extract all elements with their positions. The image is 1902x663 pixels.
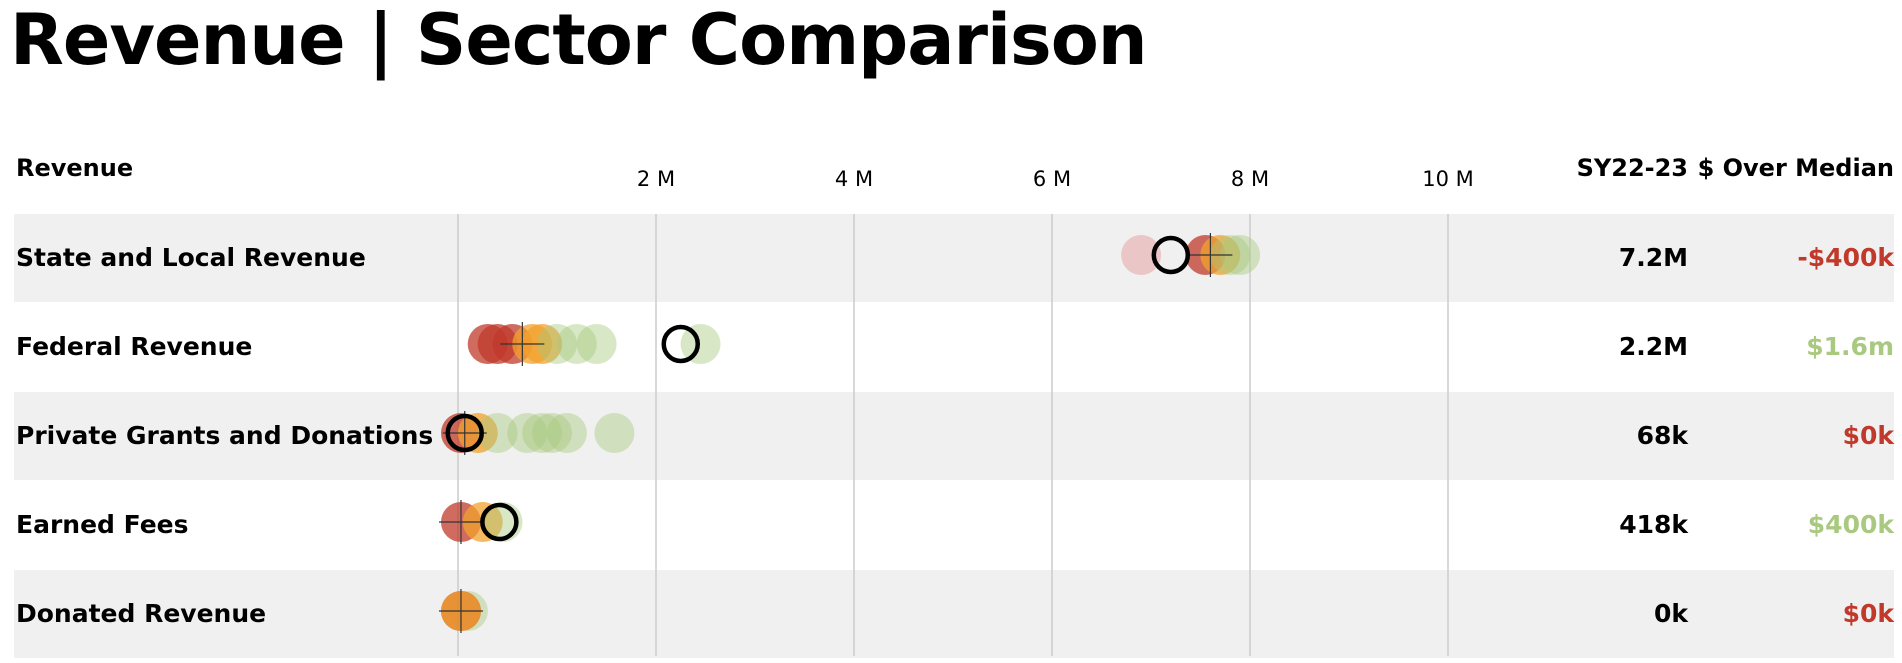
row-dots [441, 411, 634, 455]
peer-dot [547, 413, 587, 453]
peer-dot [594, 413, 634, 453]
row-dots [439, 589, 488, 633]
row-dots [1121, 233, 1260, 277]
peer-dot [577, 324, 617, 364]
row-dots [439, 500, 523, 544]
row-dots [468, 322, 721, 366]
